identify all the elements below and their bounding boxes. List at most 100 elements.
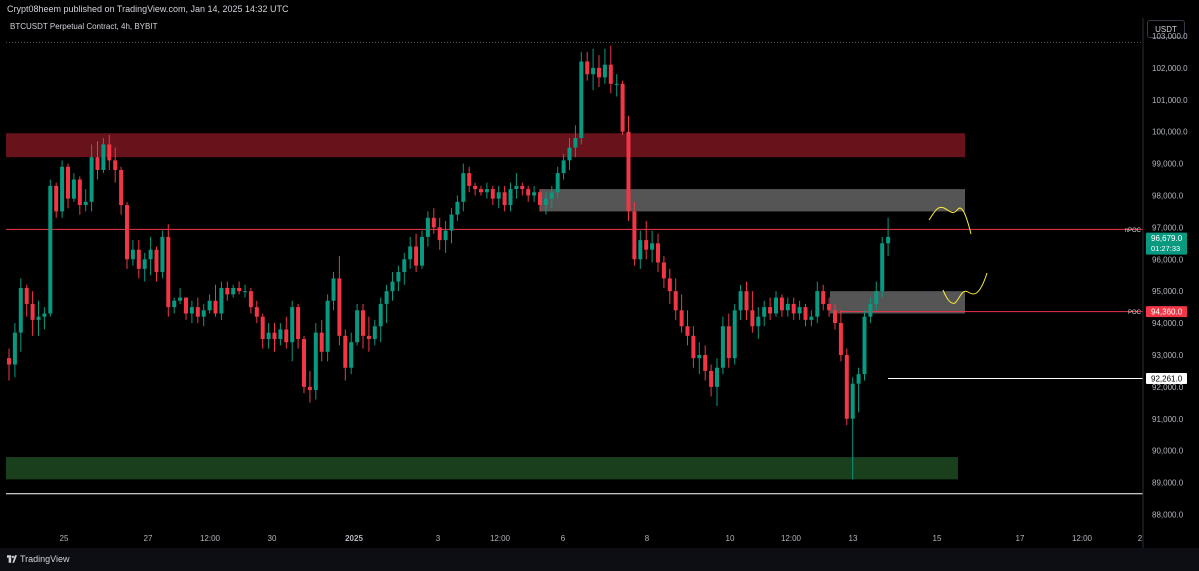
candle-body <box>844 354 849 419</box>
candle <box>125 201 129 269</box>
candle <box>107 134 112 170</box>
candle-body <box>567 147 572 161</box>
candle <box>101 138 106 174</box>
candle-body <box>172 300 177 308</box>
y-tick-label: 89,000.0 <box>1152 479 1184 488</box>
candle <box>77 176 82 215</box>
candle-body <box>231 287 236 295</box>
candle <box>720 316 725 375</box>
candle-body <box>89 157 94 202</box>
y-tick-label: 102,000.0 <box>1152 64 1188 73</box>
candle <box>42 307 47 330</box>
candle <box>12 323 17 378</box>
candle-body <box>850 383 855 419</box>
zone-support <box>6 457 958 480</box>
candle <box>461 163 466 212</box>
candle-body <box>154 249 159 273</box>
candle <box>538 189 542 212</box>
candle <box>201 303 206 327</box>
candle <box>189 300 194 324</box>
candle <box>272 323 277 352</box>
candle-body <box>260 316 265 340</box>
candle <box>296 303 301 349</box>
candle <box>266 323 271 349</box>
candle <box>644 220 649 260</box>
candle <box>833 303 837 330</box>
candle-body <box>520 185 525 190</box>
candle <box>36 300 41 336</box>
candle-body <box>803 307 808 320</box>
candle-body <box>691 335 696 359</box>
y-tick-label: 98,000.0 <box>1152 191 1184 200</box>
candle <box>632 201 637 266</box>
candle <box>366 316 371 352</box>
zone-upper-gray <box>540 189 965 212</box>
candle-body <box>325 300 330 352</box>
candle-body <box>408 246 413 260</box>
candle <box>213 284 218 317</box>
candle-body <box>213 300 218 314</box>
candle-body <box>414 246 419 266</box>
candle <box>154 246 159 282</box>
x-tick-label: 12:00 <box>1072 534 1093 543</box>
tradingview-logo[interactable]: TradingView <box>7 554 70 564</box>
y-tick-label: 103,000.0 <box>1152 32 1188 41</box>
x-tick-label: 13 <box>849 534 858 543</box>
candle <box>414 233 419 273</box>
candle <box>184 297 188 320</box>
candle <box>732 303 737 365</box>
candle <box>543 192 548 215</box>
candle-body <box>290 307 295 343</box>
candle-body <box>390 281 395 292</box>
x-tick-label: 12:00 <box>200 534 221 543</box>
symbol-title[interactable]: BTCUSDT Perpetual Contract, 4h, BYBIT <box>10 22 158 31</box>
candle-body <box>697 354 702 359</box>
y-tick-label: 99,000.0 <box>1152 160 1184 169</box>
zone-resistance <box>6 133 965 158</box>
price-label-text: 92,261.0 <box>1151 375 1183 384</box>
candle-body <box>467 173 472 186</box>
candle-body <box>833 310 837 324</box>
candle <box>243 284 247 298</box>
candle-body <box>48 185 53 314</box>
candle <box>71 173 76 202</box>
candle-body <box>514 185 519 190</box>
candle-body <box>461 173 466 202</box>
candle-body <box>425 217 430 237</box>
candle <box>361 303 365 349</box>
candle <box>715 358 719 407</box>
candle-body <box>119 169 124 206</box>
candle-body <box>54 185 59 212</box>
candle-body <box>886 236 891 244</box>
candle <box>337 256 342 346</box>
price-label-text: 96,679.0 <box>1151 234 1183 243</box>
candle <box>231 284 236 298</box>
candle-body <box>661 262 666 279</box>
x-tick-label: 15 <box>933 534 942 543</box>
candle-body <box>71 179 76 199</box>
candle <box>661 256 666 288</box>
candle <box>278 323 283 346</box>
candle <box>514 173 519 199</box>
candle-body <box>307 386 312 391</box>
candle-body <box>178 297 183 301</box>
candle-body <box>785 303 790 311</box>
candle <box>868 297 873 324</box>
candles-layer <box>7 45 891 480</box>
candle <box>726 313 731 368</box>
candle-body <box>538 192 542 206</box>
candle <box>673 278 678 320</box>
currency-button[interactable]: USDT <box>1147 20 1185 38</box>
candle-body <box>66 166 70 199</box>
candle <box>809 310 814 327</box>
candle-body <box>18 287 23 333</box>
candle-body <box>720 326 725 368</box>
candle <box>667 268 672 304</box>
candle-body <box>319 332 324 352</box>
candle-body <box>243 291 247 293</box>
candle <box>437 217 442 250</box>
candle-body <box>573 138 578 148</box>
candle <box>30 291 35 336</box>
candle <box>602 48 607 84</box>
